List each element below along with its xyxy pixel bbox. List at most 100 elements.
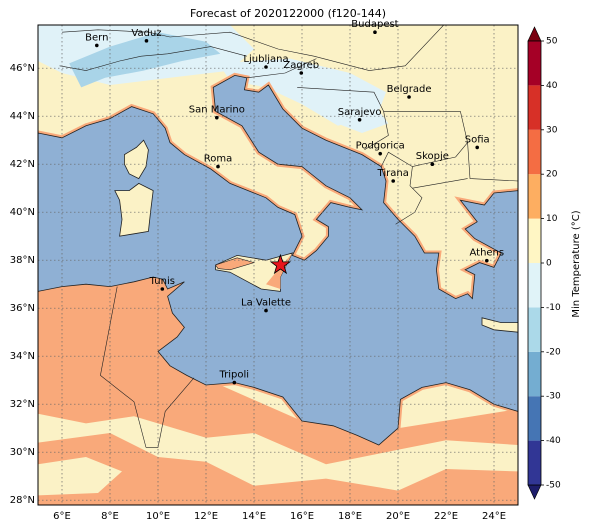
- city-label: Podgorica: [356, 141, 405, 152]
- colorbar-swatch: [528, 85, 541, 130]
- colorbar-tick-label: -30: [546, 392, 561, 402]
- warm-zone: [38, 433, 518, 505]
- city-marker: [407, 95, 411, 99]
- colorbar-swatch: [528, 174, 541, 219]
- lat-tick-label: 32°N: [10, 399, 35, 410]
- colorbar-extend-top: [527, 26, 542, 42]
- coastline: [38, 74, 518, 446]
- lon-tick-label: 16°E: [290, 511, 314, 522]
- city-label: Sarajevo: [338, 107, 382, 118]
- cold-zone: [326, 99, 389, 133]
- colorbar-label: Min Temperature (°C): [571, 210, 582, 317]
- colorbar-tick-label: -50: [546, 481, 561, 491]
- colorbar: [527, 26, 544, 500]
- colorbar-tick-label: -40: [546, 436, 561, 446]
- city-label: La Valette: [241, 298, 291, 309]
- city-label: Belgrade: [387, 84, 432, 95]
- city-marker: [264, 65, 268, 69]
- city-marker: [357, 118, 362, 122]
- border: [59, 46, 247, 71]
- city-label: Roma: [204, 154, 233, 165]
- city-label: Bern: [85, 32, 108, 43]
- location-star: [269, 253, 292, 275]
- lon-tick-label: 20°E: [386, 511, 410, 522]
- border: [412, 178, 468, 189]
- colorbar-tick-label: 40: [546, 81, 558, 91]
- island: [124, 139, 149, 180]
- border: [467, 142, 518, 182]
- colorbar-tick-label: 20: [546, 170, 558, 180]
- lat-tick-label: 36°N: [10, 303, 35, 314]
- city-label: Tirana: [377, 168, 409, 179]
- lat-tick-label: 46°N: [10, 63, 35, 74]
- lon-tick-label: 12°E: [194, 511, 218, 522]
- lon-tick-label: 10°E: [146, 511, 170, 522]
- lat-tick-label: 30°N: [10, 447, 35, 458]
- border: [146, 377, 195, 448]
- city-label: Skopje: [416, 151, 449, 162]
- city-marker: [299, 71, 304, 75]
- colorbar-tick-label: 10: [546, 214, 558, 224]
- city-label: Tripoli: [219, 370, 250, 381]
- border: [246, 58, 317, 79]
- city-marker: [215, 115, 219, 120]
- city-label: Sofia: [465, 134, 490, 145]
- city-label: Tunis: [149, 276, 175, 287]
- colorbar-swatch: [528, 129, 541, 175]
- lat-tick-label: 42°N: [10, 159, 35, 170]
- colorbar-swatch: [528, 351, 541, 397]
- colorbar-swatch: [528, 263, 541, 308]
- colorbar-swatch: [528, 307, 541, 352]
- city-label: Budapest: [351, 19, 398, 30]
- city-marker: [232, 380, 237, 385]
- lat-tick-label: 38°N: [10, 255, 35, 266]
- city-label: San Marino: [189, 105, 245, 116]
- map-frame: [37, 24, 519, 506]
- lon-tick-label: 6°E: [53, 511, 71, 522]
- city-marker: [485, 258, 489, 263]
- colorbar-tick-label: -20: [546, 347, 561, 357]
- colorbar-tick-label: -10: [546, 303, 561, 313]
- lon-tick-label: 18°E: [338, 511, 362, 522]
- city-marker: [378, 151, 383, 156]
- colorbar-tick-label: 50: [546, 37, 558, 47]
- colorbar-tick-label: 30: [546, 125, 558, 135]
- city-marker: [144, 39, 149, 43]
- border: [395, 166, 423, 225]
- island: [114, 182, 154, 237]
- warm-zone: [215, 257, 256, 271]
- lat-tick-label: 44°N: [10, 111, 35, 122]
- border: [100, 286, 147, 448]
- city-label: Zagreb: [283, 60, 319, 71]
- lat-tick-label: 34°N: [10, 351, 35, 362]
- colorbar-swatch: [528, 396, 541, 441]
- city-marker: [475, 145, 480, 150]
- city-marker: [160, 287, 165, 291]
- warm-zone: [38, 457, 122, 496]
- lon-tick-label: 14°E: [242, 511, 266, 522]
- lon-tick-label: 24°E: [482, 511, 506, 522]
- colorbar-swatch: [528, 218, 541, 263]
- lon-tick-label: 8°E: [101, 511, 119, 522]
- lon-tick-label: 22°E: [434, 511, 458, 522]
- lat-tick-label: 28°N: [10, 495, 35, 506]
- city-marker: [264, 308, 268, 313]
- title: Forecast of 2020122000 (f120-144): [190, 7, 386, 20]
- colorbar-swatch: [528, 440, 541, 485]
- colorbar-tick-label: 0: [546, 259, 552, 269]
- city-marker: [430, 162, 435, 166]
- lat-tick-label: 40°N: [10, 207, 35, 218]
- cold-zone: [69, 32, 221, 88]
- border: [380, 111, 468, 167]
- map: [38, 25, 518, 505]
- city-marker: [95, 43, 99, 48]
- city-marker: [216, 164, 220, 169]
- island: [481, 317, 518, 333]
- colorbar-extend-bottom: [527, 484, 542, 500]
- city-label: Ljubljana: [243, 54, 288, 65]
- city-marker: [391, 179, 396, 183]
- colorbar-swatch: [528, 41, 541, 86]
- city-marker: [373, 30, 377, 34]
